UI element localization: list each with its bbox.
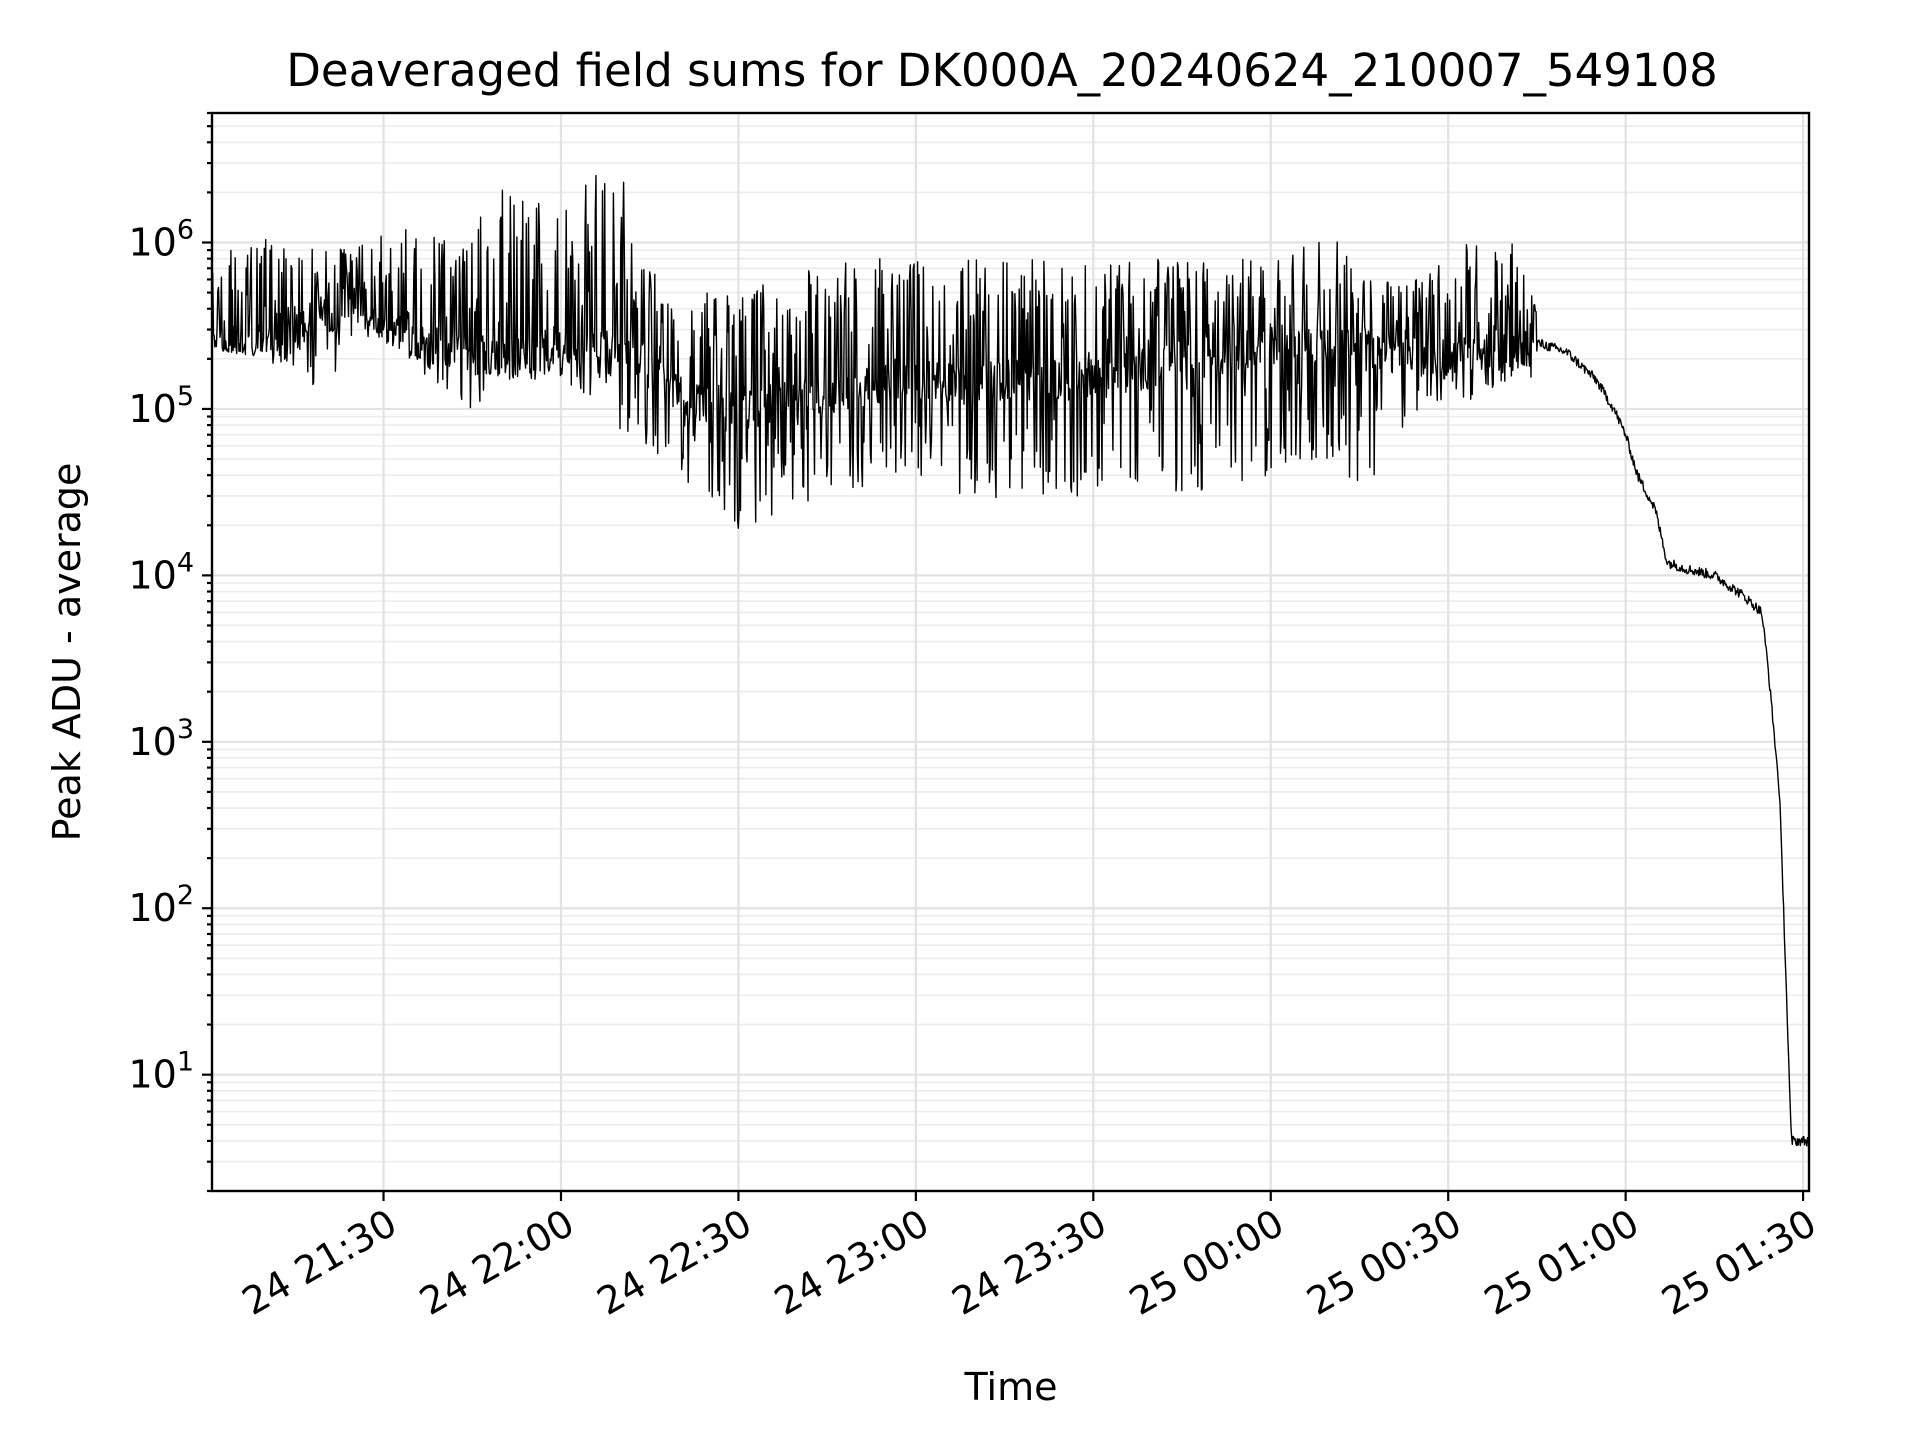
plot-frame	[210, 111, 1811, 1193]
x-tick-label: 24 23:00	[767, 1201, 936, 1324]
series-layer	[211, 174, 1810, 1147]
x-tick-label: 25 00:30	[1300, 1201, 1469, 1324]
chart-title: Deaveraged field sums for DK000A_2024062…	[286, 44, 1718, 97]
x-tick-label: 24 23:30	[945, 1201, 1114, 1324]
y-tick-label: 101	[128, 1047, 194, 1097]
x-axis-label: Time	[964, 1365, 1058, 1409]
x-tick-label: 24 22:00	[412, 1201, 581, 1324]
series-line	[211, 174, 1810, 1147]
y-tick-label: 105	[128, 381, 194, 431]
grid	[212, 112, 1809, 1192]
y-tick-label: 102	[128, 880, 194, 930]
y-tick-label: 106	[128, 215, 194, 265]
x-tick-label: 24 22:30	[590, 1201, 759, 1324]
y-tick-label: 103	[128, 714, 194, 764]
x-tick-label: 25 01:30	[1654, 1201, 1823, 1324]
x-tick-label: 25 00:00	[1122, 1201, 1291, 1324]
x-tick-label: 24 21:30	[235, 1201, 404, 1324]
x-tick-label: 25 01:00	[1477, 1201, 1646, 1324]
y-tick-label: 104	[128, 547, 194, 597]
y-axis: 101 102 103 104 105 106	[128, 111, 212, 1193]
y-axis-label: Peak ADU - average	[45, 463, 89, 842]
x-axis: 24 21:30 24 22:00 24 22:30 24 23:00 24 23:30…	[235, 1191, 1824, 1324]
